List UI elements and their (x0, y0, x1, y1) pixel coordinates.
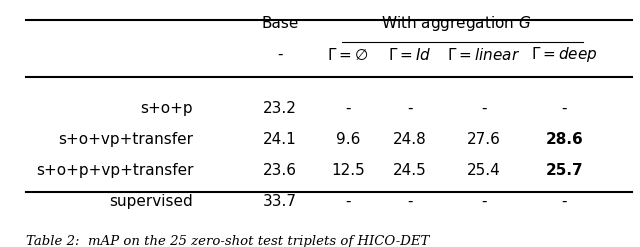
Text: 27.6: 27.6 (467, 132, 501, 147)
Text: 24.5: 24.5 (393, 163, 427, 178)
Text: $\Gamma=\mathit{linear}$: $\Gamma=\mathit{linear}$ (447, 47, 520, 63)
Text: s+o+p: s+o+p (141, 101, 193, 116)
Text: 33.7: 33.7 (263, 194, 297, 209)
Text: s+o+vp+transfer: s+o+vp+transfer (58, 132, 193, 147)
Text: -: - (277, 47, 283, 62)
Text: -: - (407, 101, 412, 116)
Text: -: - (407, 194, 412, 209)
Text: -: - (345, 101, 351, 116)
Text: 12.5: 12.5 (331, 163, 365, 178)
Text: s+o+p+vp+transfer: s+o+p+vp+transfer (36, 163, 193, 178)
Text: 25.7: 25.7 (545, 163, 583, 178)
Text: -: - (562, 101, 567, 116)
Text: -: - (481, 194, 486, 209)
Text: 23.2: 23.2 (263, 101, 297, 116)
Text: Table 2:  mAP on the 25 zero-shot test triplets of HICO-DET: Table 2: mAP on the 25 zero-shot test tr… (26, 235, 429, 247)
Text: 23.6: 23.6 (263, 163, 297, 178)
Text: With aggregation $G$: With aggregation $G$ (381, 14, 531, 33)
Text: 25.4: 25.4 (467, 163, 501, 178)
Text: supervised: supervised (109, 194, 193, 209)
Text: $\Gamma=\mathit{deep}$: $\Gamma=\mathit{deep}$ (531, 45, 598, 64)
Text: -: - (562, 194, 567, 209)
Text: 9.6: 9.6 (336, 132, 360, 147)
Text: $\Gamma=\mathit{Id}$: $\Gamma=\mathit{Id}$ (388, 47, 431, 63)
Text: 24.8: 24.8 (393, 132, 427, 147)
Text: $\Gamma=\varnothing$: $\Gamma=\varnothing$ (327, 47, 369, 63)
Text: 24.1: 24.1 (263, 132, 297, 147)
Text: Base: Base (261, 16, 298, 31)
Text: 28.6: 28.6 (545, 132, 583, 147)
Text: -: - (345, 194, 351, 209)
Text: -: - (481, 101, 486, 116)
